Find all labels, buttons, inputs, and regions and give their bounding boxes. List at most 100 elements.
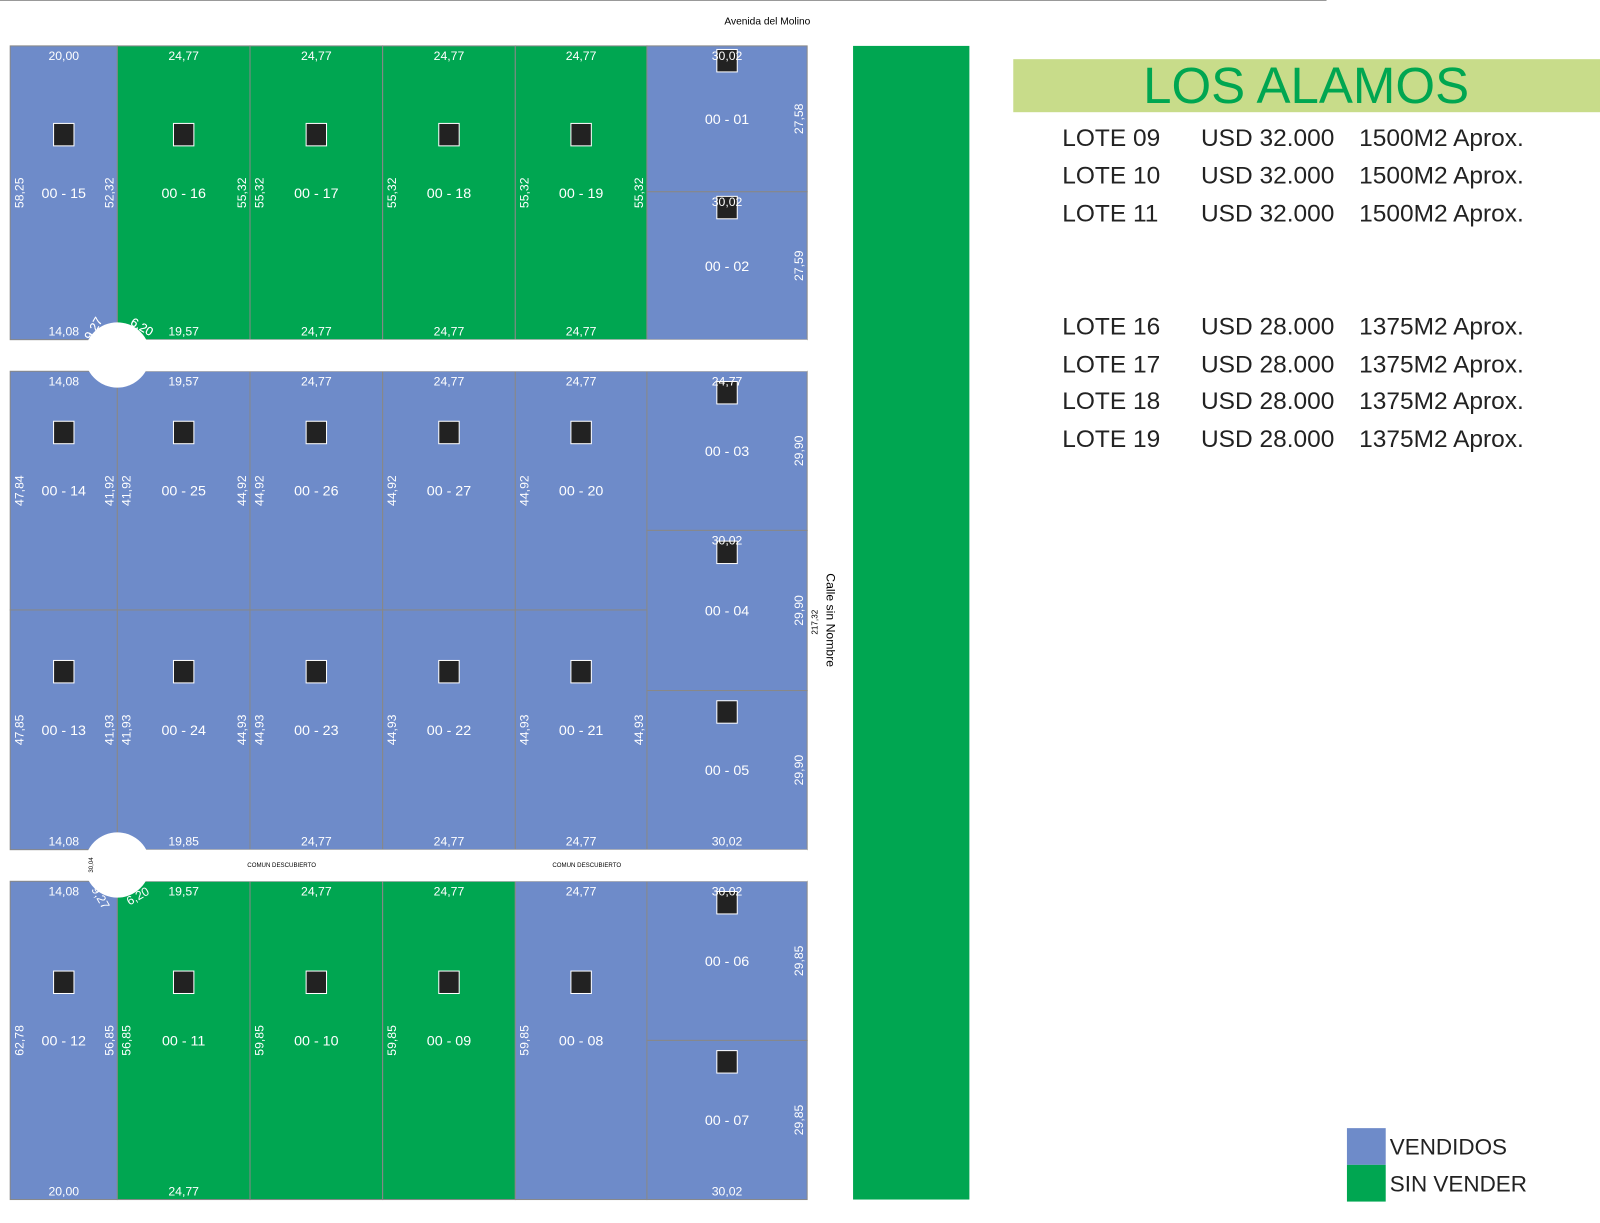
house (438, 970, 460, 995)
house (53, 659, 75, 684)
lot-dimension: 59,85 (252, 1025, 266, 1056)
lot-id: 00 - 03 (705, 444, 749, 460)
lot-id: 00 - 01 (705, 112, 749, 128)
cul-de-sac (84, 322, 150, 388)
house (438, 420, 460, 445)
green-strip (853, 45, 970, 1200)
price-cell: 1375M2 Aprox. (1359, 351, 1524, 378)
street-top: Avenida del Molino (724, 16, 810, 27)
price-cell: LOTE 19 (1062, 426, 1160, 453)
lot-id: 00 - 13 (42, 723, 86, 739)
house (570, 970, 592, 995)
lot-id: 00 - 15 (42, 186, 86, 202)
lot-dimension: 19,57 (168, 885, 199, 899)
house (172, 420, 195, 445)
road (117, 339, 808, 372)
lot-id: 00 - 20 (559, 484, 603, 500)
title: LOS ALAMOS (1143, 57, 1469, 114)
lot (249, 609, 384, 851)
lot-dimension: 30,02 (712, 885, 743, 899)
lot (9, 609, 118, 851)
house (53, 420, 75, 445)
price-cell: 1375M2 Aprox. (1359, 388, 1524, 415)
lot (9, 880, 118, 1201)
lot-dimension: 41,92 (102, 475, 116, 506)
lot-dimension: 24,77 (566, 49, 597, 63)
lot (116, 880, 251, 1201)
lot-dimension: 24,77 (434, 49, 465, 63)
house (172, 659, 195, 684)
house (53, 970, 75, 995)
price-cell: USD 32.000 (1201, 125, 1334, 152)
price-cell: 1500M2 Aprox. (1359, 125, 1524, 152)
house (305, 122, 328, 147)
lot-id: 00 - 21 (559, 723, 603, 739)
lot-dimension: 24,77 (566, 325, 597, 339)
lot-dimension: 24,77 (434, 885, 465, 899)
lot-dimension: 47,85 (12, 714, 26, 745)
street-length: 217,32 (810, 609, 819, 634)
lot-dimension: 30,02 (712, 1184, 743, 1198)
lot-dimension: 24,77 (434, 835, 465, 849)
price-cell: USD 32.000 (1201, 200, 1334, 227)
house (716, 1050, 738, 1074)
price-cell: 1500M2 Aprox. (1359, 163, 1524, 190)
lot-id: 00 - 24 (161, 723, 205, 739)
lot-id: 00 - 02 (705, 259, 749, 275)
lot-dimension: 24,77 (434, 375, 465, 389)
lot-dimension: 24,77 (301, 885, 332, 899)
lot-dimension: 19,85 (168, 835, 199, 849)
lot-id: 00 - 10 (294, 1034, 338, 1050)
lot-id: 00 - 09 (427, 1034, 471, 1050)
lot-dimension: 41,92 (120, 475, 134, 506)
price-cell: LOTE 10 (1062, 163, 1160, 190)
lot-dimension: 41,93 (120, 714, 134, 745)
lot-id: 00 - 12 (42, 1034, 86, 1050)
road (117, 849, 808, 882)
lot-dimension: 55,32 (518, 177, 532, 208)
price-cell: USD 28.000 (1201, 314, 1334, 341)
house (305, 420, 328, 445)
price-cell: USD 28.000 (1201, 426, 1334, 453)
house (53, 122, 75, 147)
house (305, 970, 328, 995)
cul-de-sac (84, 832, 150, 898)
legend-label: SIN VENDER (1390, 1171, 1527, 1196)
common-label: COMUN DESCUBIERTO (247, 862, 316, 869)
lot-dimension: 24,77 (168, 1184, 199, 1198)
price-cell: 1375M2 Aprox. (1359, 314, 1524, 341)
house (172, 970, 195, 995)
lot-dimension: 55,32 (385, 177, 399, 208)
house (716, 700, 738, 724)
lot (514, 370, 648, 611)
house (716, 380, 738, 405)
lot-dimension: 24,77 (168, 49, 199, 63)
lot-dimension: 30,02 (712, 534, 743, 548)
lot-dimension: 29,90 (792, 755, 806, 786)
lot-dimension: 24,77 (434, 325, 465, 339)
price-cell: USD 28.000 (1201, 351, 1334, 378)
lot-dimension: 30,02 (712, 835, 743, 849)
lot-id: 00 - 25 (161, 484, 205, 500)
lot-dimension: 44,93 (632, 714, 646, 745)
lot-dimension: 24,77 (566, 835, 597, 849)
legend-label: VENDIDOS (1390, 1135, 1507, 1160)
lot (249, 880, 384, 1201)
lot (116, 609, 251, 851)
lot (382, 45, 516, 341)
lot-dimension: 24,77 (301, 49, 332, 63)
common-width: 30,04 (88, 857, 95, 873)
lot (116, 45, 251, 341)
lot-dimension: 44,93 (518, 714, 532, 745)
house (716, 890, 738, 915)
lot-id: 00 - 27 (427, 484, 471, 500)
lot (116, 370, 251, 611)
lot-dimension: 24,77 (301, 835, 332, 849)
lot-dimension: 59,85 (385, 1025, 399, 1056)
lot-dimension: 20,00 (48, 49, 79, 63)
lot-id: 00 - 22 (427, 723, 471, 739)
lot (514, 45, 648, 341)
lot-id: 00 - 04 (705, 604, 749, 620)
lot (249, 370, 384, 611)
lot-dimension: 56,85 (120, 1025, 134, 1056)
